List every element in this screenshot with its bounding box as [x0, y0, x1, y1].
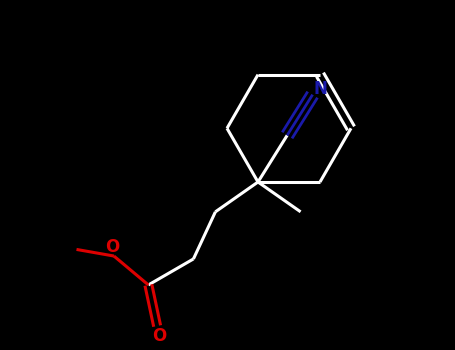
Text: O: O — [105, 238, 119, 256]
Text: N: N — [313, 80, 328, 98]
Text: O: O — [152, 327, 166, 345]
